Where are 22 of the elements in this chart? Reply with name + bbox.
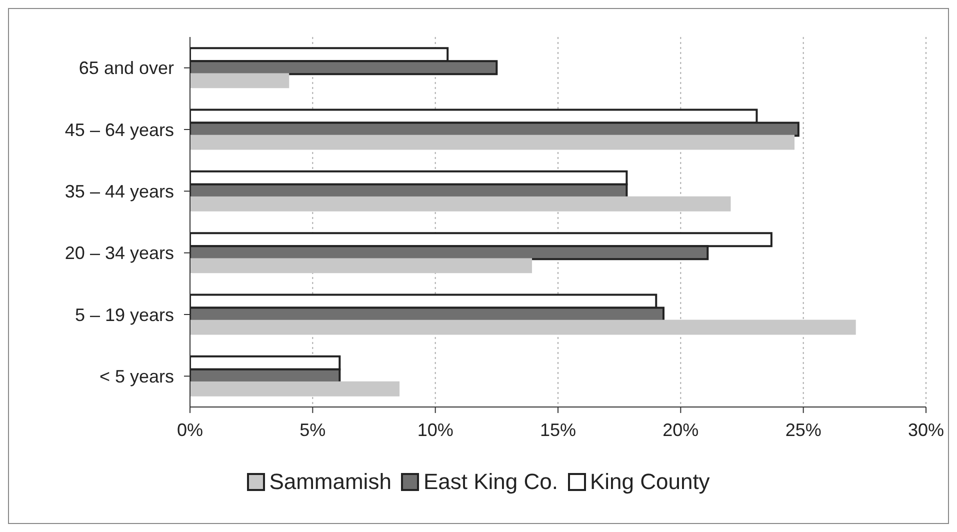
y-tick-label: 45 – 64 years: [64, 120, 174, 140]
bar: [190, 134, 795, 150]
y-tick-label: 5 – 19 years: [74, 304, 174, 325]
legend-label: East King Co.: [423, 469, 558, 495]
x-tick-label: 0%: [176, 420, 204, 440]
x-tick-label: 15%: [540, 420, 576, 440]
bar: [190, 196, 731, 212]
x-tick-label: 30%: [908, 420, 944, 440]
x-tick-label: 5%: [300, 420, 326, 440]
y-tick-label: 35 – 44 years: [64, 182, 174, 202]
x-tick-label: 10%: [417, 420, 454, 440]
legend-label: King County: [590, 469, 710, 495]
y-tick-label: 65 and over: [78, 58, 174, 78]
y-tick-label: 20 – 34 years: [64, 243, 174, 264]
x-tick-label: 25%: [785, 420, 822, 440]
bar: [190, 381, 400, 396]
bar: [190, 320, 856, 335]
bar: [190, 258, 532, 274]
y-tick-label: < 5 years: [99, 366, 174, 387]
legend-label: Sammamish: [269, 469, 392, 495]
x-tick-label: 20%: [662, 420, 699, 440]
bar: [190, 73, 290, 88]
